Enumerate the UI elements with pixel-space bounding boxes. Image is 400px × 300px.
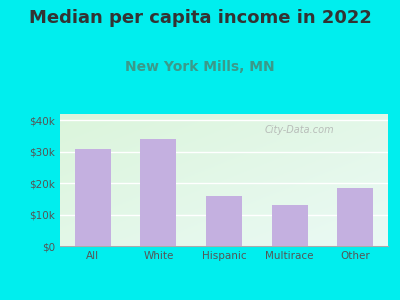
Bar bbox=[206, 196, 242, 246]
Bar bbox=[140, 139, 176, 246]
Bar bbox=[272, 205, 308, 246]
Bar bbox=[337, 188, 373, 246]
Bar bbox=[75, 148, 111, 246]
Text: Median per capita income in 2022: Median per capita income in 2022 bbox=[28, 9, 372, 27]
Text: New York Mills, MN: New York Mills, MN bbox=[125, 60, 275, 74]
Text: City-Data.com: City-Data.com bbox=[265, 125, 334, 135]
